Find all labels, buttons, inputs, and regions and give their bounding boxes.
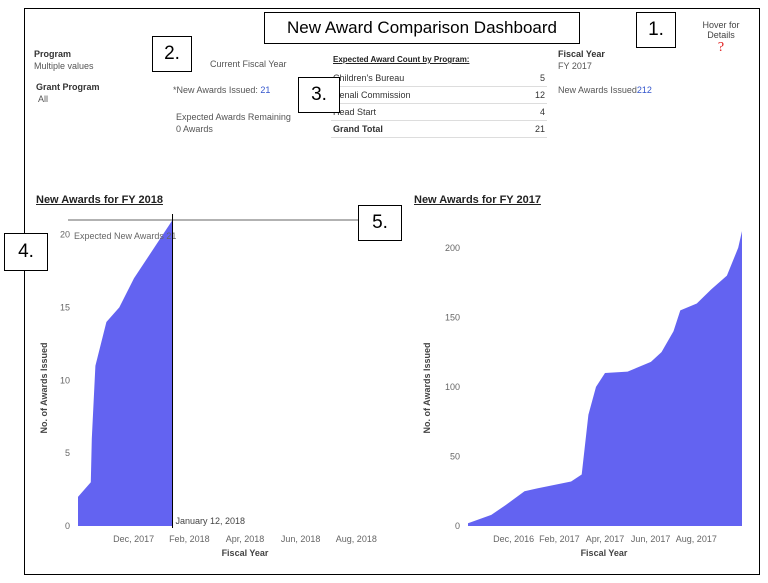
count-cell: 12: [515, 86, 547, 104]
awards-remaining-value: 0 Awards: [176, 124, 213, 134]
callout-5: 5.: [358, 205, 402, 241]
y-tick-label: 5: [65, 448, 70, 458]
new-awards-issued-value[interactable]: 21: [260, 85, 271, 95]
dashboard-title: New Award Comparison Dashboard: [264, 12, 580, 44]
fy2018-chart: 0 5 10 15 20 Dec, 2017 Feb, 2018 Apr, 2018 Jun,…: [39, 214, 377, 558]
fy2018-area-series[interactable]: [78, 220, 173, 526]
x-tick-label: Aug, 2018: [336, 534, 377, 544]
program-cell: Head Start: [331, 103, 516, 121]
dashboard-frame: [24, 8, 760, 575]
x-axis-label: Fiscal Year: [581, 548, 628, 558]
total-label-cell: Grand Total: [331, 120, 516, 138]
prev-new-awards-value[interactable]: 212: [636, 85, 652, 95]
expected-table-title: Expected Award Count by Program:: [333, 55, 470, 64]
hover-details[interactable]: Hover for Details ?: [688, 20, 754, 56]
expected-table: Children's Bureau 5 Denali Commission 12 H…: [331, 70, 547, 138]
x-tick-label: Apr, 2017: [586, 534, 625, 544]
program-filter-value[interactable]: Multiple values: [34, 61, 94, 71]
x-tick-label: Feb, 2017: [539, 534, 580, 544]
y-tick-label: 100: [445, 382, 460, 392]
y-tick-label: 200: [445, 243, 460, 253]
y-tick-label: 10: [60, 375, 70, 385]
fy2017-chart-title[interactable]: New Awards for FY 2017: [414, 194, 541, 206]
program-filter-label: Program: [34, 49, 72, 59]
x-tick-label: Jun, 2018: [281, 534, 321, 544]
y-tick-label: 150: [445, 312, 460, 322]
y-axis-label: No. of Awards Issued: [422, 342, 432, 433]
expected-awards-reference-label: Expected New Awards 21: [74, 231, 176, 241]
fy2017-chart: 0 50 100 150 200 Dec, 2016 Feb, 2017 Apr, 2017…: [422, 231, 742, 558]
y-tick-label: 0: [455, 521, 460, 531]
x-tick-label: Dec, 2017: [113, 534, 154, 544]
x-tick-label: Apr, 2018: [226, 534, 265, 544]
prev-new-awards-issued: New Awards Issued212: [558, 85, 652, 95]
grant-program-filter-value[interactable]: All: [38, 94, 49, 104]
table-total-row: Grand Total 21: [331, 120, 547, 138]
x-tick-label: Dec, 2016: [493, 534, 534, 544]
new-awards-issued-label: *New Awards Issued:: [173, 85, 258, 95]
program-cell: Children's Bureau: [331, 70, 516, 87]
table-row[interactable]: Children's Bureau 5: [331, 70, 547, 87]
prev-new-awards-label: New Awards Issued: [558, 85, 637, 95]
x-axis-label: Fiscal Year: [222, 548, 269, 558]
y-axis-label: No. of Awards Issued: [39, 342, 49, 433]
help-icon[interactable]: ?: [717, 40, 725, 55]
y-tick-label: 50: [450, 451, 460, 461]
callout-1: 1.: [636, 12, 676, 48]
count-cell: 4: [515, 103, 547, 121]
x-tick-label: Jun, 2017: [631, 534, 671, 544]
expected-award-table: Expected Award Count by Program: Childre…: [331, 55, 547, 138]
prev-fy-value[interactable]: FY 2017: [558, 61, 592, 71]
x-tick-label: Aug, 2017: [676, 534, 717, 544]
callout-4: 4.: [4, 233, 48, 271]
y-tick-label: 0: [65, 521, 70, 531]
current-date-label: January 12, 2018: [176, 516, 246, 526]
count-cell: 5: [515, 70, 547, 87]
x-tick-label: Feb, 2018: [169, 534, 210, 544]
y-tick-label: 20: [60, 230, 70, 240]
grant-program-filter-label: Grant Program: [36, 82, 100, 92]
callout-3: 3.: [298, 77, 340, 113]
y-tick-label: 15: [60, 302, 70, 312]
callout-2: 2.: [152, 36, 192, 72]
fy2018-chart-title[interactable]: New Awards for FY 2018: [36, 194, 163, 206]
fy2017-area-series[interactable]: [468, 231, 742, 526]
table-row[interactable]: Denali Commission 12: [331, 86, 547, 104]
table-row[interactable]: Head Start 4: [331, 103, 547, 121]
new-awards-issued: *New Awards Issued: 21: [173, 85, 270, 95]
total-value-cell: 21: [515, 120, 547, 138]
program-cell: Denali Commission: [331, 86, 516, 104]
prev-fy-label: Fiscal Year: [558, 49, 605, 59]
awards-remaining-label: Expected Awards Remaining: [176, 112, 291, 122]
current-fy-label: Current Fiscal Year: [210, 59, 287, 69]
hover-details-label: Hover for Details: [702, 20, 740, 40]
